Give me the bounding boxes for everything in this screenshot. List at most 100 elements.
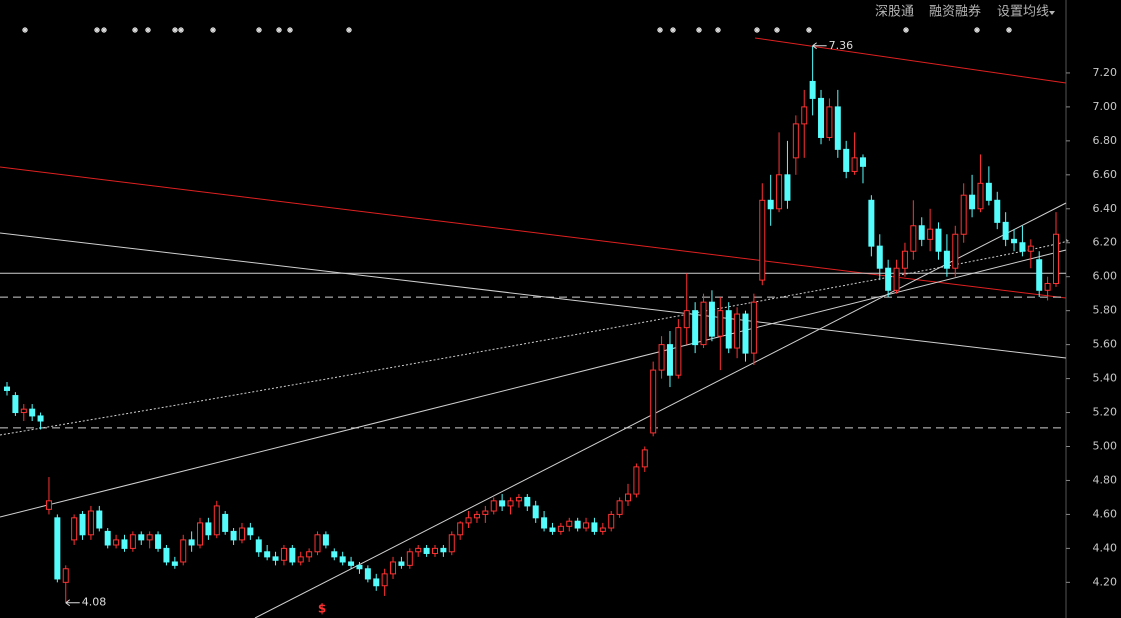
annotation-arrow [65,599,80,607]
candle-body [994,199,1001,223]
event-star [806,27,812,33]
candle-body [96,510,103,529]
y-tick-label: 6.80 [1093,134,1118,147]
high-label: 7.36 [829,39,854,52]
candle-body [759,199,766,281]
candle-body [784,174,791,201]
candle-body [62,568,69,583]
candle-body [524,496,531,507]
trend-line [754,37,1067,84]
candle-body [818,97,825,138]
candle-body [608,513,615,529]
candle-body [381,573,388,587]
candle-body [339,556,346,563]
candle-body [121,539,128,549]
candle-body [834,106,841,150]
candle-body [490,500,497,512]
candle-body [29,408,36,417]
candle-body [155,534,162,549]
candle-body [859,157,866,167]
candle-body [742,313,749,354]
candle-body [171,561,178,566]
candle-body [373,578,380,587]
candle-body [406,551,413,566]
candle-body [180,539,187,563]
candle-body [457,522,464,536]
candle-body [574,520,581,529]
candle-body [868,199,875,247]
y-tick-label: 5.20 [1093,406,1118,419]
candle-body [238,527,245,541]
candle-body [901,250,908,269]
y-tick-label: 5.60 [1093,338,1118,351]
event-star [276,27,282,33]
candle-body [473,513,480,519]
candle-body [876,245,883,269]
event-star [1006,27,1012,33]
candle-body [1027,245,1034,252]
candle-body [188,539,195,546]
candle-body [222,513,229,532]
candle-body [700,301,707,346]
candle-body [960,194,967,235]
menu-item[interactable]: 深股通 [875,5,914,20]
candle-body [205,522,212,536]
candle-body [348,561,355,566]
candle-body [549,527,556,532]
candle-body [499,500,506,507]
candle-body [138,534,145,541]
candle-body [12,395,19,414]
candle-body [1053,233,1059,284]
candle-body [658,344,665,371]
trend-line [0,166,1067,299]
candle-body [918,225,925,240]
candle-body [566,520,573,527]
candle-body [71,517,78,541]
candle-body [776,174,783,210]
event-star [670,27,676,33]
annotation-arrow [812,42,827,50]
y-tick-label: 5.80 [1093,304,1118,317]
candle-body [20,408,27,414]
event-star [287,27,293,33]
event-star [715,27,721,33]
candle-body [398,561,405,566]
candle-body [591,522,598,532]
candle-body [767,199,774,210]
candle-body [952,233,959,269]
candle-body [507,500,514,507]
candle-body [314,534,321,553]
candle-body [1002,221,1009,240]
trend-line [0,249,1067,518]
event-star [132,27,138,33]
candle-body [390,561,397,575]
candle-body [943,250,950,269]
event-star [974,27,980,33]
event-star [657,27,663,33]
candle-body [54,517,61,580]
candle-body [935,228,942,252]
event-star [256,27,262,33]
candle-body [792,123,799,159]
candle-body [45,500,52,510]
trend-line [254,202,1067,618]
candle-body [247,527,254,536]
menu-item[interactable]: 融资融券 [929,4,981,20]
event-star [172,27,178,33]
candle-body [230,530,237,541]
y-tick-label: 5.40 [1093,372,1118,385]
candle-body [650,369,657,434]
candle-body [213,505,220,536]
candle-body [4,386,10,391]
menu-item[interactable]: 设置均线 [997,5,1049,20]
y-tick-label: 4.20 [1093,575,1118,588]
event-star [145,27,151,33]
candle-body [910,225,917,252]
candle-body [541,517,548,529]
event-star [346,27,352,33]
candle-body [977,182,984,210]
event-star [210,27,216,33]
candle-body [465,517,472,524]
candle-body [87,510,94,536]
